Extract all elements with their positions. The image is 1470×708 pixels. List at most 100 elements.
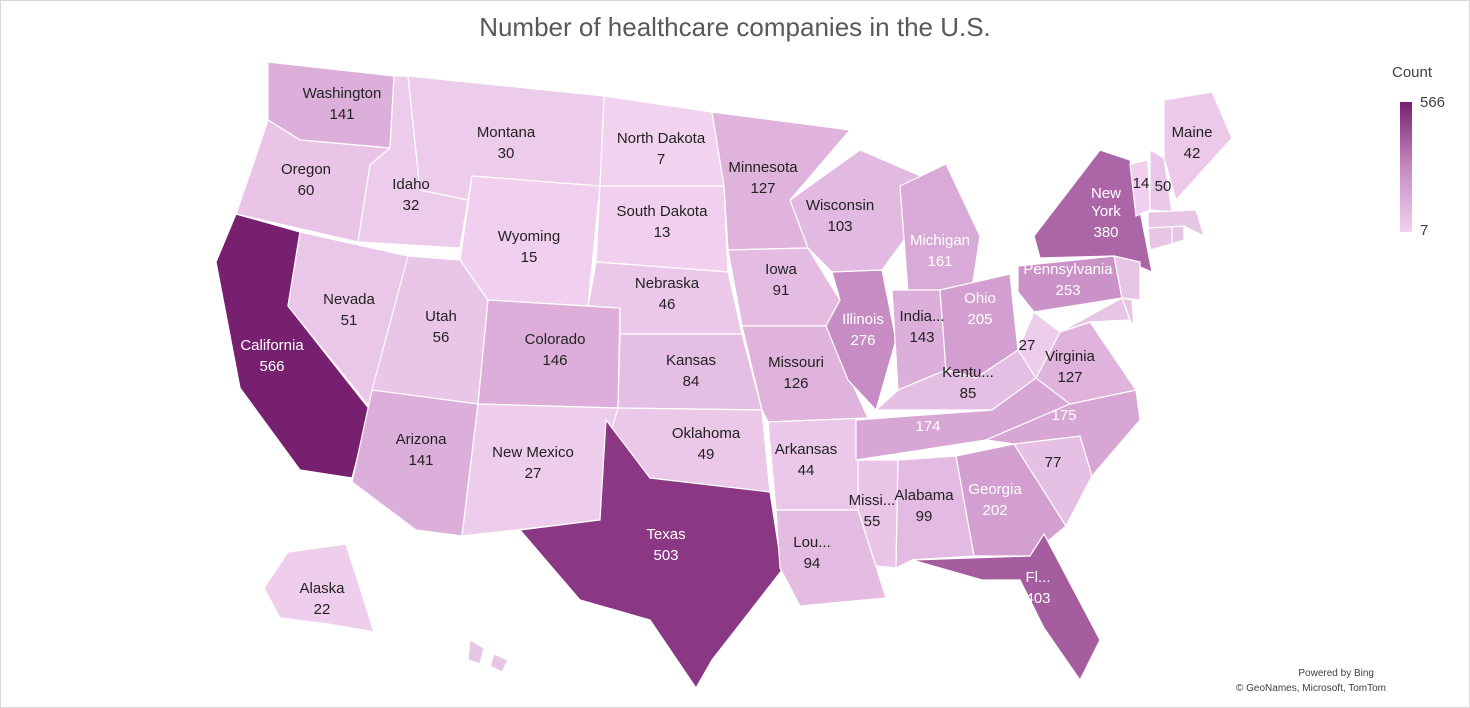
legend-color-scale — [1400, 102, 1412, 232]
state-value-label: 30 — [498, 145, 515, 162]
state-name-label: New — [1091, 185, 1121, 202]
state-value-label: 127 — [750, 180, 775, 197]
state-name-label: Nevada — [323, 291, 375, 308]
state-name-label: New Mexico — [492, 444, 574, 461]
state-shapes — [215, 61, 1233, 690]
state-name-label: Fl... — [1026, 569, 1051, 586]
state-name-label: Arizona — [396, 431, 448, 448]
state-name-label: Georgia — [968, 481, 1022, 498]
state-value-label: 91 — [773, 282, 790, 299]
state-value-label: 99 — [916, 508, 933, 525]
legend-title: Count — [1392, 64, 1433, 81]
legend-max-value: 566 — [1420, 94, 1446, 111]
legend-min-value: 7 — [1420, 222, 1429, 239]
state-name-label: Utah — [425, 308, 457, 325]
state-value-label: 46 — [659, 296, 676, 313]
state-name-label: Missi... — [849, 492, 896, 509]
state-value-label: 103 — [827, 218, 852, 235]
state-pennsylvania[interactable] — [1017, 255, 1123, 313]
state-name-label: Oklahoma — [672, 425, 741, 442]
state-value-label: 15 — [521, 249, 538, 266]
state-name-label: Virginia — [1045, 348, 1095, 365]
state-value-label: 56 — [433, 329, 450, 346]
state-name-label: Lou... — [793, 534, 831, 551]
state-michigan[interactable] — [899, 163, 981, 293]
state-value-label: 205 — [967, 311, 992, 328]
state-name-label: Maine — [1172, 124, 1213, 141]
state-texas[interactable] — [518, 418, 783, 690]
state-value-label: 276 — [850, 332, 875, 349]
state-hawaii[interactable] — [467, 639, 509, 673]
state-value-label: 253 — [1055, 282, 1080, 299]
state-name-label: Colorado — [525, 331, 586, 348]
attribution-sources: © GeoNames, Microsoft, TomTom — [1236, 683, 1386, 694]
state-value-label: 174 — [915, 418, 940, 435]
state-value-label: 85 — [960, 385, 977, 402]
state-name-label: North Dakota — [617, 130, 706, 147]
state-value-label: 94 — [804, 555, 821, 572]
state-alabama[interactable] — [895, 455, 975, 569]
attribution-powered-by: Powered by Bing — [1298, 668, 1374, 679]
state-name-label: Kentu... — [942, 364, 994, 381]
state-name-label: Washington — [303, 85, 382, 102]
map-title: Number of healthcare companies in the U.… — [479, 12, 991, 42]
state-maine[interactable] — [1163, 91, 1233, 202]
state-value-label: 50 — [1155, 178, 1172, 195]
state-value-label: 127 — [1057, 369, 1082, 386]
state-value-label: 503 — [653, 547, 678, 564]
state-value-label: 27 — [1019, 337, 1036, 354]
state-value-label: 143 — [909, 329, 934, 346]
state-value-label: 60 — [298, 182, 315, 199]
state-labels: Washington 141 Oregon 60 California 566 Idaho 3… — [240, 85, 1212, 618]
state-value-label: 42 — [1184, 145, 1201, 162]
state-name-label: Minnesota — [728, 159, 798, 176]
state-name-label: Arkansas — [775, 441, 838, 458]
state-name-label: Iowa — [765, 261, 797, 278]
state-name-label: Pennsylvania — [1023, 261, 1113, 278]
state-florida[interactable] — [911, 532, 1101, 682]
state-value-label: 49 — [698, 446, 715, 463]
state-name-label: Ohio — [964, 290, 996, 307]
state-value-label: 27 — [525, 465, 542, 482]
state-name-label: Michigan — [910, 232, 970, 249]
state-value-label: 44 — [798, 462, 815, 479]
state-kansas[interactable] — [617, 333, 763, 411]
state-name-label: Texas — [646, 526, 685, 543]
state-name-label: India... — [899, 308, 944, 325]
state-value-label: 380 — [1093, 224, 1118, 241]
state-new-jersey[interactable] — [1113, 255, 1141, 301]
state-alaska[interactable] — [263, 543, 375, 633]
state-value-label: 161 — [927, 253, 952, 270]
state-name-label: Idaho — [392, 176, 430, 193]
state-value-label: 13 — [654, 224, 671, 241]
state-new-york[interactable] — [1033, 149, 1153, 273]
state-name-label: Alaska — [299, 580, 345, 597]
state-name-label: Kansas — [666, 352, 716, 369]
state-name-label: Illinois — [842, 311, 884, 328]
state-name-label: Alabama — [894, 487, 954, 504]
state-value-label: 175 — [1051, 407, 1076, 424]
state-value-label: 22 — [314, 601, 331, 618]
state-massachusetts[interactable] — [1147, 209, 1205, 238]
state-name-label: York — [1091, 203, 1121, 220]
state-value-label: 77 — [1045, 454, 1062, 471]
state-arizona[interactable] — [351, 389, 479, 537]
state-name-label: Wyoming — [498, 228, 560, 245]
state-value-label: 403 — [1025, 590, 1050, 607]
state-louisiana[interactable] — [775, 509, 887, 607]
state-value-label: 146 — [542, 352, 567, 369]
state-value-label: 141 — [408, 452, 433, 469]
state-value-label: 126 — [783, 375, 808, 392]
state-rhode-island[interactable] — [1171, 225, 1185, 245]
state-illinois[interactable] — [825, 269, 897, 412]
state-value-label: 55 — [864, 513, 881, 530]
state-value-label: 141 — [329, 106, 354, 123]
state-value-label: 566 — [259, 358, 284, 375]
state-mississippi[interactable] — [857, 459, 899, 569]
state-name-label: Montana — [477, 124, 536, 141]
state-name-label: Wisconsin — [806, 197, 874, 214]
state-name-label: South Dakota — [617, 203, 709, 220]
state-name-label: Nebraska — [635, 275, 700, 292]
state-name-label: Missouri — [768, 354, 824, 371]
state-value-label: 51 — [341, 312, 358, 329]
